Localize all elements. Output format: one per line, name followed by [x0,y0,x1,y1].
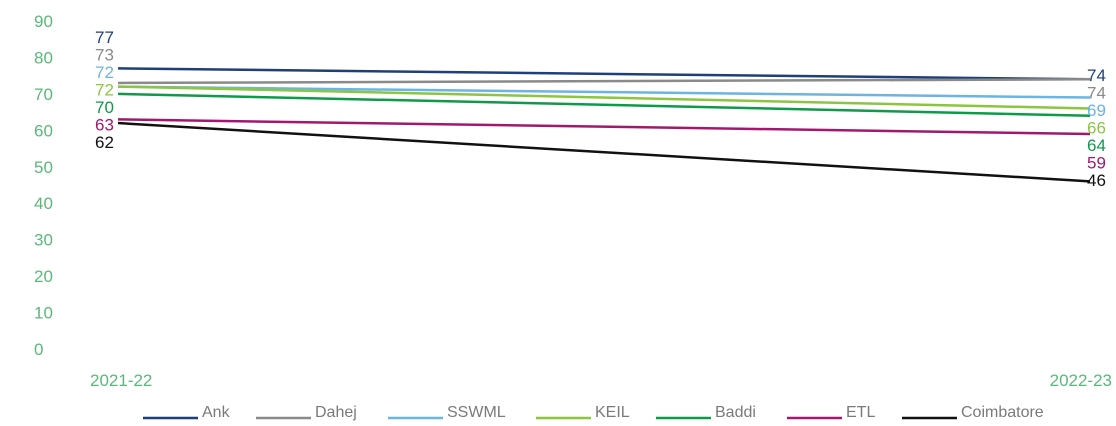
legend-label: KEIL [595,404,630,421]
series-line-keil [117,85,1091,110]
data-label: 64 [1087,136,1106,155]
y-tick-label: 30 [34,231,53,250]
legend-label: ETL [846,404,875,421]
data-label: 72 [95,63,114,82]
series-line-dahej [117,78,1091,85]
y-axis-ticks: 0 10 20 30 40 50 60 70 80 90 [34,12,53,359]
data-label: 66 [1087,119,1106,138]
data-label: 74 [1087,84,1106,103]
data-label: 62 [95,133,114,152]
legend-label: Dahej [315,404,357,421]
series-line-sswml [117,85,1091,99]
x-tick-label: 2021-22 [90,371,152,390]
x-axis-ticks: 2021-22 2022-23 [90,371,1112,390]
data-label: 59 [1087,154,1106,173]
series-line-etl [117,118,1091,136]
y-tick-label: 40 [34,194,53,213]
data-label: 70 [95,98,114,117]
y-tick-label: 60 [34,121,53,140]
x-tick-label: 2022-23 [1050,371,1112,390]
series-line-ank [117,67,1091,81]
y-tick-label: 90 [34,12,53,31]
y-tick-label: 20 [34,267,53,286]
y-tick-label: 80 [34,48,53,67]
data-label: 74 [1087,66,1106,85]
data-label: 63 [95,116,114,135]
series-line-coimbatore [117,121,1091,183]
legend-label: SSWML [447,404,506,421]
y-tick-label: 70 [34,85,53,104]
data-label: 77 [95,28,114,47]
y-tick-label: 50 [34,158,53,177]
legend: Ank Dahej SSWML KEIL Baddi ETL Coimbatore [143,404,1044,421]
data-label: 46 [1087,171,1106,190]
legend-label: Ank [202,404,231,421]
legend-label: Baddi [715,404,756,421]
data-label: 69 [1087,101,1106,120]
legend-label: Coimbatore [961,404,1044,421]
data-label: 73 [95,46,114,65]
series-lines [117,67,1091,183]
y-tick-label: 0 [34,340,43,359]
y-tick-label: 10 [34,304,53,323]
series-line-baddi [117,92,1091,118]
data-label: 72 [95,81,114,100]
data-labels: 77 74 73 74 72 69 72 66 70 64 63 59 62 46 [95,28,1106,190]
